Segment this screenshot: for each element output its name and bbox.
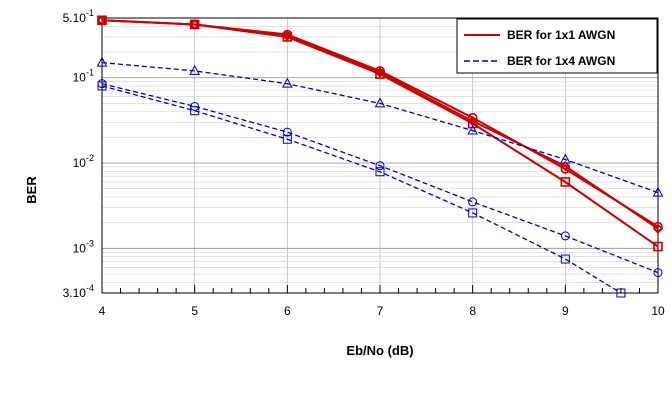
data-point — [468, 208, 478, 218]
data-point — [282, 134, 292, 144]
data-point — [616, 288, 626, 298]
series-line — [101, 85, 622, 294]
data-point — [190, 106, 200, 116]
x-tick-label: 7 — [377, 304, 384, 318]
y-tick-label: 5.10-1 — [63, 8, 94, 25]
data-point — [374, 67, 386, 78]
data-point — [282, 77, 293, 88]
y-tick-label: 10-1 — [73, 68, 94, 85]
series-line — [101, 83, 659, 274]
x-tick-label: 5 — [191, 304, 198, 318]
legend: BER for 1x1 AWGN BER for 1x4 AWGN — [456, 18, 658, 74]
data-point — [560, 254, 570, 264]
x-tick-label: 10 — [651, 304, 665, 318]
data-point — [97, 81, 107, 91]
data-point — [282, 30, 293, 41]
data-point — [189, 19, 200, 30]
data-point — [652, 223, 664, 234]
plot-frame — [101, 17, 659, 294]
y-tick-label: 10-3 — [73, 238, 94, 255]
x-tick-label: 6 — [284, 304, 291, 318]
y-tick-label: 3.10-4 — [63, 283, 94, 300]
legend-label-1x4: BER for 1x4 AWGN — [507, 54, 615, 68]
y-axis-title: BER — [24, 176, 39, 204]
data-point — [653, 241, 663, 252]
data-point — [560, 231, 570, 241]
x-tick-label: 4 — [99, 304, 106, 318]
data-point — [468, 197, 478, 207]
data-point — [375, 161, 385, 171]
data-point — [97, 15, 107, 26]
data-point — [652, 186, 664, 197]
data-point — [375, 167, 385, 177]
data-point — [374, 97, 386, 108]
x-tick-label: 9 — [562, 304, 569, 318]
data-point — [467, 124, 478, 135]
series-1x4-triangle — [96, 56, 664, 197]
series-line — [101, 19, 659, 248]
data-point — [560, 153, 571, 164]
legend-box — [456, 18, 658, 74]
data-point — [96, 56, 108, 67]
y-tick-label: 10-2 — [73, 153, 94, 170]
data-point — [282, 127, 292, 137]
data-point — [282, 32, 293, 42]
legend-label-1x1: BER for 1x1 AWGN — [507, 28, 615, 42]
data-point — [560, 160, 571, 172]
x-axis-title: Eb/No (dB) — [346, 343, 413, 358]
y-tick-labels: 5.10-1 10-1 10-2 10-3 3.10-4 — [63, 8, 94, 300]
data-point — [467, 118, 478, 129]
data-point — [189, 64, 200, 75]
data-point — [375, 69, 385, 79]
series-line — [101, 61, 659, 194]
x-tick-labels: 4 5 6 7 8 9 10 — [99, 304, 665, 318]
series-layer — [96, 15, 664, 298]
series-1x1-square — [97, 15, 663, 252]
x-tick-label: 8 — [469, 304, 476, 318]
data-point — [560, 177, 571, 187]
data-point — [653, 268, 663, 278]
series-1x4-square — [97, 81, 626, 298]
